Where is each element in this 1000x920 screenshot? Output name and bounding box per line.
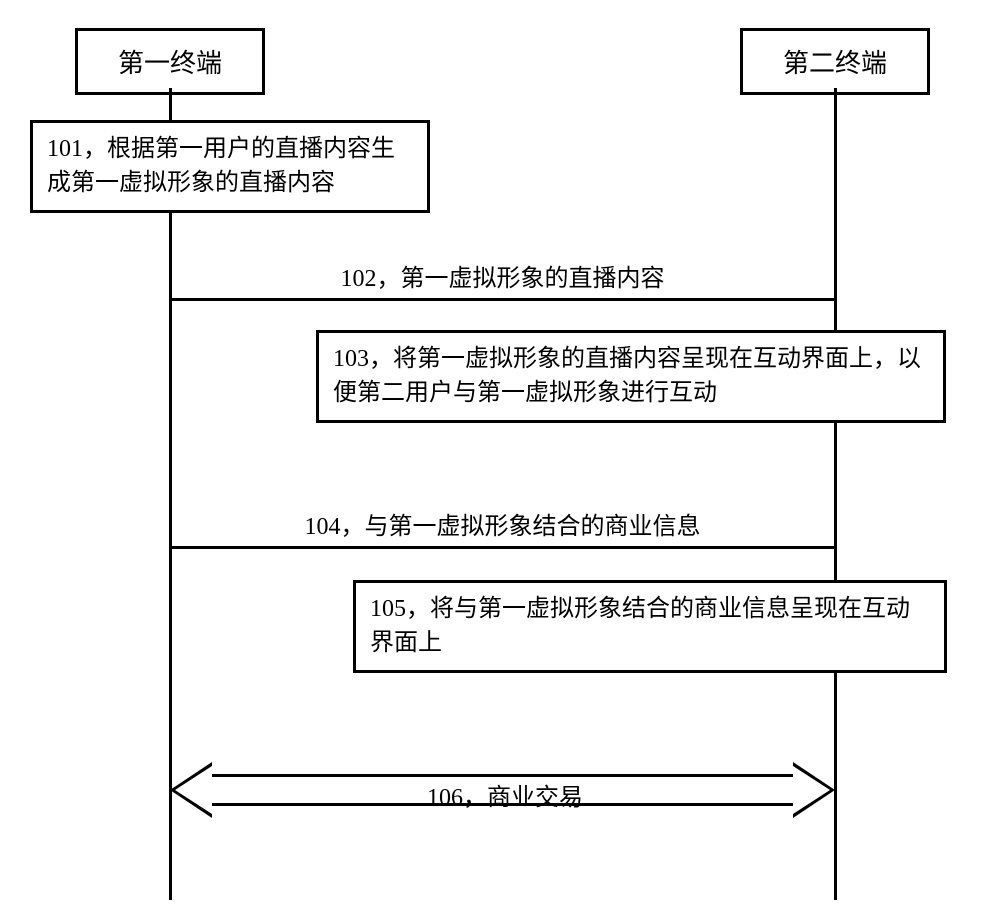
message-106-label: 106，商业交易 — [360, 777, 650, 812]
participant-label: 第二终端 — [783, 49, 887, 78]
step-105-box: 105，将与第一虚拟形象结合的商业信息呈现在互动界面上 — [353, 580, 947, 673]
message-text: 104，与第一虚拟形象结合的商业信息 — [305, 514, 701, 540]
message-102-line — [170, 298, 835, 301]
arrow-head-right-icon — [793, 762, 835, 818]
message-104-label: 104，与第一虚拟形象结合的商业信息 — [170, 506, 835, 541]
participant-label: 第一终端 — [118, 49, 222, 78]
sequence-diagram: 第一终端 第二终端 101，根据第一用户的直播内容生成第一虚拟形象的直播内容 1… — [20, 20, 980, 900]
message-102-label: 102，第一虚拟形象的直播内容 — [170, 258, 835, 293]
participant-first-terminal: 第一终端 — [75, 28, 265, 95]
step-101-box: 101，根据第一用户的直播内容生成第一虚拟形象的直播内容 — [30, 120, 430, 213]
message-text: 106，商业交易 — [427, 785, 583, 811]
message-104-line — [170, 546, 835, 549]
arrow-head-left-icon — [170, 762, 212, 818]
step-text: 103，将第一虚拟形象的直播内容呈现在互动界面上，以便第二用户与第一虚拟形象进行… — [333, 346, 921, 406]
step-text: 101，根据第一用户的直播内容生成第一虚拟形象的直播内容 — [47, 136, 395, 196]
step-103-box: 103，将第一虚拟形象的直播内容呈现在互动界面上，以便第二用户与第一虚拟形象进行… — [316, 330, 946, 423]
message-text: 102，第一虚拟形象的直播内容 — [341, 266, 665, 292]
participant-second-terminal: 第二终端 — [740, 28, 930, 95]
step-text: 105，将与第一虚拟形象结合的商业信息呈现在互动界面上 — [370, 596, 910, 656]
